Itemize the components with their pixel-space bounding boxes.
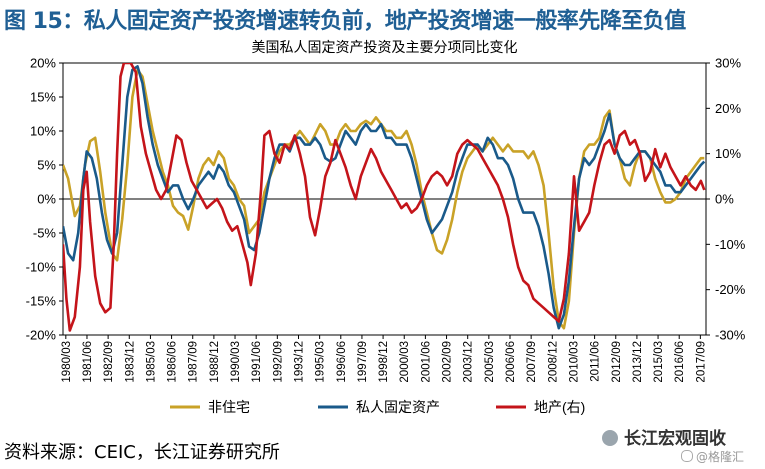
wechat-icon — [602, 430, 618, 446]
legend-label-1: 非住宅 — [208, 399, 250, 415]
left-tick-label: -10% — [26, 260, 57, 275]
line-chart: 美国私人固定资产投资及主要分项同比变化 20% 15% 10% 5% 0% -5% -10% -… — [26, 39, 746, 415]
x-tick-label: 1993/12 — [293, 341, 305, 383]
right-tick-label: 10% — [715, 146, 741, 161]
series-line-3 — [63, 63, 706, 332]
x-tick-label: 2013/12 — [632, 341, 644, 383]
x-tick-label: 2015/03 — [653, 341, 665, 383]
brand-text: 长江宏观固收 — [624, 429, 726, 449]
figure-title: 图 15：私人固定资产投资增速转负前，地产投资增速一般率先降至负值 — [4, 9, 686, 34]
x-tick-label: 1982/09 — [103, 341, 115, 383]
legend-label-2: 私人固定资产 — [356, 399, 440, 415]
brand-label: 长江宏观固收 — [602, 424, 726, 449]
x-tick-label: 2001/06 — [420, 341, 432, 383]
right-tick-label: -20% — [715, 282, 746, 297]
legend-label-3: 地产(右) — [534, 399, 585, 415]
series-line-1 — [63, 68, 705, 330]
x-tick-label: 2003/12 — [463, 341, 475, 383]
x-tick-label: 2012/09 — [611, 341, 623, 383]
left-tick-label: -20% — [26, 328, 57, 343]
chart-area: 美国私人固定资产投资及主要分项同比变化 20% 15% 10% 5% 0% -5% -10% -… — [0, 36, 765, 432]
x-tick-label: 2005/03 — [484, 341, 496, 383]
x-tick-label: 1987/09 — [188, 341, 200, 383]
x-tick-label: 1985/03 — [145, 341, 157, 383]
x-tick-label: 1986/06 — [167, 341, 179, 383]
x-tick-label: 1991/06 — [251, 341, 263, 383]
x-tick-label: 1980/03 — [61, 341, 73, 383]
x-tick-label: 1997/09 — [357, 341, 369, 383]
left-tick-label: -15% — [26, 294, 57, 309]
right-tick-label: 20% — [715, 101, 741, 116]
x-tick-label: 2016/06 — [674, 341, 686, 383]
x-tick-label: 2011/06 — [590, 341, 602, 382]
x-tick-label: 1992/09 — [272, 341, 284, 383]
watermark-text: @格隆汇 — [696, 450, 745, 464]
x-tick-label: 1983/12 — [124, 341, 136, 383]
watermark: @格隆汇 — [681, 448, 744, 465]
right-tick-label: 30% — [715, 56, 741, 71]
left-tick-label: 15% — [30, 90, 56, 105]
x-tick-label: 1995/03 — [315, 341, 327, 383]
x-tick-label: 2000/03 — [399, 341, 411, 383]
left-tick-label: 0% — [37, 192, 56, 207]
x-tick-label: 1981/06 — [82, 341, 94, 383]
source-note: 资料来源：CEIC，长江证券研究所 — [4, 442, 280, 463]
x-tick-label: 2002/09 — [442, 341, 454, 383]
left-tick-label: 10% — [30, 124, 56, 139]
x-tick-label: 2008/12 — [547, 341, 559, 383]
left-tick-label: 20% — [30, 56, 56, 71]
x-tick-label: 2006/06 — [505, 341, 517, 383]
right-tick-label: -10% — [715, 237, 746, 252]
chart-title: 美国私人固定资产投资及主要分项同比变化 — [252, 39, 518, 55]
right-tick-label: -30% — [715, 328, 746, 343]
right-tick-label: 0% — [715, 192, 734, 207]
x-tick-label: 2017/09 — [695, 341, 707, 383]
x-tick-label: 2010/03 — [568, 341, 580, 383]
series-line-2 — [63, 65, 706, 330]
x-tick-label: 2007/09 — [526, 341, 538, 383]
x-tick-label: 1990/03 — [230, 341, 242, 383]
x-tick-label: 1988/12 — [209, 341, 221, 383]
x-tick-label: 1996/06 — [336, 341, 348, 383]
left-tick-label: -5% — [33, 226, 57, 241]
x-tick-label: 1998/12 — [378, 341, 390, 383]
left-tick-label: 5% — [37, 158, 56, 173]
header-band: 图 15：私人固定资产投资增速转负前，地产投资增速一般率先降至负值 — [0, 0, 765, 34]
watermark-icon — [681, 450, 693, 462]
